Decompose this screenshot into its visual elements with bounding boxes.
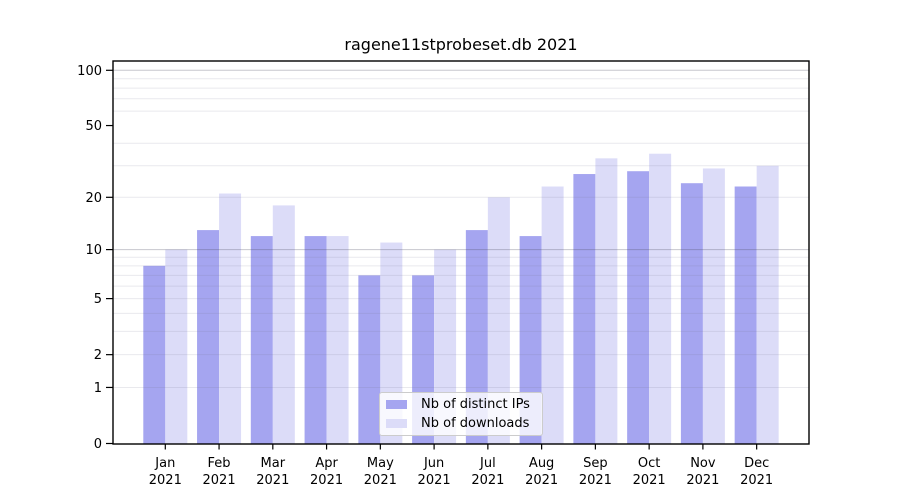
x-tick-label-month-feb: Feb (208, 456, 231, 471)
legend-label-distinct-ips: Nb of distinct IPs (421, 396, 530, 412)
bar-nb-of-downloads-jan (165, 249, 188, 444)
x-tick-label-month-sep: Sep (583, 456, 608, 471)
x-tick-label-month-mar: Mar (261, 456, 286, 471)
x-tick-label-year-mar: 2021 (256, 473, 289, 488)
x-tick-label-year-may: 2021 (364, 473, 397, 488)
y-tick-label-5: 5 (94, 292, 102, 307)
y-tick-label-2: 2 (94, 348, 102, 363)
x-tick-label-month-jul: Jul (479, 456, 496, 471)
legend-swatch-distinct-ips (386, 400, 407, 409)
bar-nb-of-downloads-feb (219, 193, 242, 444)
bar-nb-of-downloads-apr (326, 236, 349, 444)
x-tick-label-year-oct: 2021 (633, 473, 666, 488)
x-tick-label-month-apr: Apr (315, 456, 338, 471)
x-tick-label-year-dec: 2021 (740, 473, 773, 488)
x-tick-label-month-nov: Nov (690, 456, 716, 471)
bar-nb-of-downloads-aug (541, 186, 564, 444)
x-tick-label-year-aug: 2021 (525, 473, 558, 488)
legend-swatch-downloads (386, 419, 407, 428)
x-tick-label-month-may: May (367, 456, 394, 471)
plot-border (112, 60, 810, 445)
bar-nb-of-distinct-ips-oct (627, 171, 650, 445)
x-tick-label-year-jul: 2021 (471, 473, 504, 488)
y-tick-label-50: 50 (85, 119, 102, 134)
x-tick-label-year-jun: 2021 (418, 473, 451, 488)
chart-title: ragene11stprobeset.db 2021 (344, 35, 578, 54)
bar-nb-of-distinct-ips-dec (734, 186, 757, 444)
x-tick-label-month-oct: Oct (638, 456, 660, 471)
bar-nb-of-distinct-ips-jan (143, 265, 166, 444)
y-tick-label-1: 1 (94, 381, 102, 396)
y-tick-label-20: 20 (85, 191, 102, 206)
legend-label-downloads: Nb of downloads (421, 415, 530, 431)
x-tick-label-month-jun: Jun (423, 456, 444, 471)
x-tick-label-year-jan: 2021 (149, 473, 182, 488)
x-tick-label-month-jan: Jan (154, 456, 175, 471)
bar-nb-of-downloads-mar (272, 205, 295, 444)
y-tick-label-10: 10 (85, 243, 102, 258)
bar-nb-of-distinct-ips-may (358, 275, 381, 444)
x-tick-label-year-apr: 2021 (310, 473, 343, 488)
bar-nb-of-downloads-oct (649, 153, 672, 444)
bar-nb-of-distinct-ips-sep (573, 174, 596, 444)
bar-nb-of-distinct-ips-nov (680, 183, 703, 445)
bar-nb-of-downloads-sep (595, 158, 618, 444)
y-tick-label-100: 100 (77, 64, 102, 79)
legend-item-distinct-ips: Nb of distinct IPs (386, 397, 530, 413)
x-tick-label-year-feb: 2021 (203, 473, 236, 488)
bar-nb-of-downloads-nov (702, 168, 725, 444)
x-tick-label-month-aug: Aug (529, 456, 554, 471)
bar-nb-of-distinct-ips-feb (197, 230, 220, 444)
bar-nb-of-distinct-ips-mar (250, 236, 273, 444)
x-tick-label-month-dec: Dec (744, 456, 769, 471)
bar-nb-of-distinct-ips-apr (304, 236, 327, 444)
x-tick-label-year-nov: 2021 (686, 473, 719, 488)
legend: Nb of distinct IPs Nb of downloads (379, 392, 543, 436)
bar-nb-of-distinct-ips-jul (465, 230, 488, 444)
legend-item-downloads: Nb of downloads (386, 416, 530, 432)
bar-nb-of-downloads-dec (756, 165, 779, 444)
x-tick-label-year-sep: 2021 (579, 473, 612, 488)
bar-nb-of-downloads-jul (487, 197, 510, 444)
y-tick-label-0: 0 (94, 437, 102, 452)
